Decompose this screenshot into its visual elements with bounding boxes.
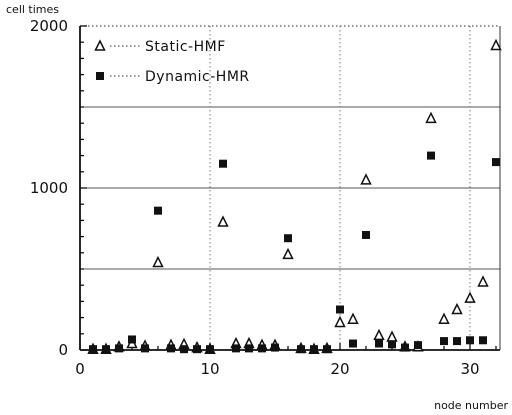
data-point-dynamic-hmr	[466, 336, 474, 345]
data-point-dynamic-hmr	[193, 345, 201, 354]
data-point-static-hmf	[347, 312, 359, 324]
data-point-dynamic-hmr	[115, 344, 123, 353]
x-ticks: 0 10 20 30	[75, 343, 497, 378]
data-point-dynamic-hmr	[310, 345, 318, 354]
data-point-dynamic-hmr	[206, 345, 214, 354]
data-point-dynamic-hmr	[271, 343, 279, 352]
data-point-dynamic-hmr	[141, 344, 149, 353]
data-point-dynamic-hmr	[492, 158, 500, 167]
data-point-dynamic-hmr	[219, 159, 227, 168]
data-point-dynamic-hmr	[362, 230, 370, 239]
series-dynamic-hmr	[89, 151, 500, 354]
y-tick-label: 1000	[30, 179, 68, 197]
data-point-static-hmf	[282, 247, 294, 260]
data-point-static-hmf	[373, 328, 385, 341]
data-point-dynamic-hmr	[336, 305, 344, 314]
x-tick-label: 20	[330, 360, 349, 378]
data-point-dynamic-hmr	[154, 206, 162, 215]
data-point-static-hmf	[425, 111, 437, 124]
legend-label-static-hmf: Static-HMF	[145, 39, 226, 55]
legend-square-icon	[96, 72, 104, 80]
data-point-dynamic-hmr	[89, 345, 97, 354]
data-point-static-hmf	[386, 330, 398, 342]
x-tick-label: 30	[460, 360, 479, 378]
data-point-dynamic-hmr	[453, 337, 461, 346]
data-point-static-hmf	[464, 291, 476, 303]
data-point-dynamic-hmr	[245, 344, 253, 353]
data-point-dynamic-hmr	[414, 341, 422, 350]
grid	[80, 25, 501, 350]
data-point-dynamic-hmr	[349, 339, 357, 348]
data-point-static-hmf	[217, 215, 229, 227]
legend-marker-static-hmf	[94, 39, 140, 51]
series-static-hmf	[87, 38, 502, 354]
data-point-dynamic-hmr	[297, 345, 305, 354]
x-axis-label: node number	[434, 399, 508, 412]
legend-label-dynamic-hmr: Dynamic-HMR	[145, 69, 250, 85]
data-point-dynamic-hmr	[180, 345, 188, 354]
data-point-static-hmf	[477, 275, 489, 287]
data-point-dynamic-hmr	[323, 345, 331, 354]
legend-triangle-icon	[94, 39, 106, 51]
x-tick-label: 10	[200, 360, 219, 378]
data-point-dynamic-hmr	[232, 344, 240, 353]
data-point-dynamic-hmr	[167, 344, 175, 353]
data-point-static-hmf	[334, 315, 346, 328]
data-point-static-hmf	[490, 38, 502, 51]
data-point-dynamic-hmr	[284, 234, 292, 243]
legend-marker-dynamic-hmr	[96, 72, 140, 80]
x-tick-label: 0	[75, 360, 85, 378]
data-point-static-hmf	[152, 255, 164, 268]
data-point-dynamic-hmr	[427, 151, 435, 160]
y-ticks: 0 1000 2000	[30, 17, 87, 359]
y-axis-label: cell times	[6, 3, 59, 16]
data-point-static-hmf	[451, 302, 463, 315]
y-tick-label: 0	[58, 341, 68, 359]
data-point-dynamic-hmr	[479, 336, 487, 345]
series	[87, 38, 502, 354]
data-point-dynamic-hmr	[258, 344, 266, 353]
data-point-dynamic-hmr	[440, 337, 448, 346]
data-point-dynamic-hmr	[388, 340, 396, 349]
data-point-dynamic-hmr	[102, 345, 110, 354]
data-point-dynamic-hmr	[128, 335, 136, 344]
data-point-dynamic-hmr	[401, 343, 409, 352]
data-point-static-hmf	[438, 312, 450, 324]
y-tick-label: 2000	[30, 17, 68, 35]
data-point-dynamic-hmr	[375, 339, 383, 348]
legend: Static-HMF Dynamic-HMR	[94, 39, 250, 85]
data-point-static-hmf	[360, 173, 372, 185]
